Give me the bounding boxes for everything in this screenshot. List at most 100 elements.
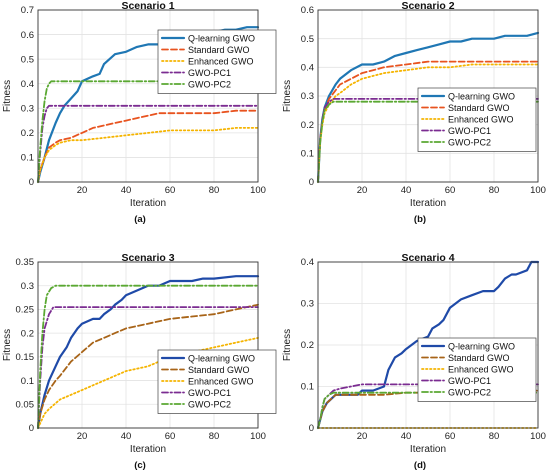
y-tick-label: 0.35 [16,257,35,268]
series-line [37,284,259,429]
legend-label: Standard GWO [188,45,250,55]
chart-panel-3: 0 0.05 0.1 0.15 0.2 0.25 0.3 0.35 20 40 60 80 100 Sce… [2,252,277,471]
legend-label: Q-learning GWO [188,33,255,43]
series-line [37,104,259,183]
y-tick-label: 0.5 [301,34,314,45]
legend-label: GWO-PC1 [448,126,491,136]
x-tick-label: 60 [445,185,456,196]
y-tick-label: 0.05 [16,399,35,410]
panel-caption: (d) [414,460,426,471]
y-tick-label: 0.6 [301,5,314,16]
y-tick-label: 0.3 [21,281,34,292]
chart-panel-2: 0 0.1 0.2 0.3 0.4 0.5 0.6 20 40 60 80 100 Scenario 2… [282,0,546,225]
legend-label: GWO-PC2 [448,387,491,397]
panel-caption: (a) [134,214,146,225]
series-line [316,31,540,184]
chart-title: Scenario 3 [121,252,174,264]
legend-label: Enhanced GWO [448,364,514,374]
x-tick-label: 100 [530,185,546,196]
y-axis-label: Fitness [282,80,293,112]
legend-label: GWO-PC1 [448,376,491,386]
x-tick-label: 40 [401,431,412,442]
legend-label: Q-learning GWO [448,91,515,101]
y-tick-label: 0.4 [301,63,314,74]
x-tick-label: 100 [250,185,266,196]
x-tick-label: 40 [401,185,412,196]
x-axis-label: Iteration [130,444,166,455]
legend-label: Standard GWO [448,103,510,113]
series-line [37,303,259,429]
series-line [37,109,259,183]
y-tick-label: 0.3 [301,91,314,102]
y-tick-label: 0 [309,177,314,188]
x-tick-label: 60 [445,431,456,442]
legend-label: GWO-PC2 [188,399,231,409]
y-tick-label: 0.2 [21,328,34,339]
y-axis-label: Fitness [282,329,293,361]
x-tick-label: 20 [357,431,368,442]
legend-label: GWO-PC2 [188,79,231,89]
y-tick-label: 0.7 [21,5,34,16]
x-axis-label: Iteration [130,198,166,209]
x-axis-label: Iteration [410,198,446,209]
y-tick-label: 0.3 [21,103,34,114]
y-tick-label: 0.5 [21,54,34,65]
series-line [37,80,259,183]
legend-label: Enhanced GWO [188,56,254,66]
plot-area-border [37,9,259,183]
series-line [37,127,259,183]
legend-label: Enhanced GWO [448,114,514,124]
series-line [317,100,539,183]
y-tick-label: 0.4 [21,79,34,90]
plot-area-border [37,261,259,429]
x-axis-label: Iteration [410,444,446,455]
x-tick-label: 40 [121,431,132,442]
y-tick-label: 0.1 [21,153,34,164]
y-tick-label: 0.2 [21,128,34,139]
x-tick-label: 20 [357,185,368,196]
chart-panel-1: 0 0.1 0.2 0.3 0.4 0.5 0.6 0.7 20 40 60 80 100 Scenari… [2,0,277,225]
x-tick-label: 80 [489,185,500,196]
plot-area-border [317,261,539,429]
x-tick-label: 20 [77,431,88,442]
x-tick-label: 100 [250,431,266,442]
legend-label: Q-learning GWO [188,353,255,363]
legend-label: GWO-PC1 [188,68,231,78]
x-tick-label: 60 [165,431,176,442]
series-line [317,391,539,429]
y-axis-label: Fitness [2,80,13,112]
y-tick-label: 0.2 [301,340,314,351]
x-tick-label: 100 [530,431,546,442]
panel-caption: (b) [414,214,426,225]
panel-caption: (c) [134,460,146,471]
legend-label: Standard GWO [448,353,510,363]
x-tick-label: 80 [209,431,220,442]
y-tick-label: 0.15 [16,352,35,363]
y-tick-label: 0 [29,177,34,188]
y-tick-label: 0.6 [21,30,34,41]
x-tick-label: 20 [77,185,88,196]
chart-title: Scenario 1 [121,0,174,12]
x-tick-label: 60 [165,185,176,196]
y-tick-label: 0.3 [301,299,314,310]
chart-title: Scenario 4 [401,252,454,264]
plot-area-border [317,9,539,183]
legend-label: GWO-PC2 [448,137,491,147]
chart-title: Scenario 2 [401,0,454,12]
y-tick-label: 0 [29,423,34,434]
legend-label: GWO-PC1 [188,388,231,398]
y-tick-label: 0.1 [21,376,34,387]
x-tick-label: 80 [209,185,220,196]
x-tick-label: 40 [121,185,132,196]
y-tick-label: 0.4 [301,257,314,268]
legend-label: Q-learning GWO [448,341,515,351]
y-tick-label: 0.1 [301,149,314,160]
series-line [36,275,260,430]
y-axis-label: Fitness [2,329,13,361]
y-tick-label: 0.25 [16,305,35,316]
